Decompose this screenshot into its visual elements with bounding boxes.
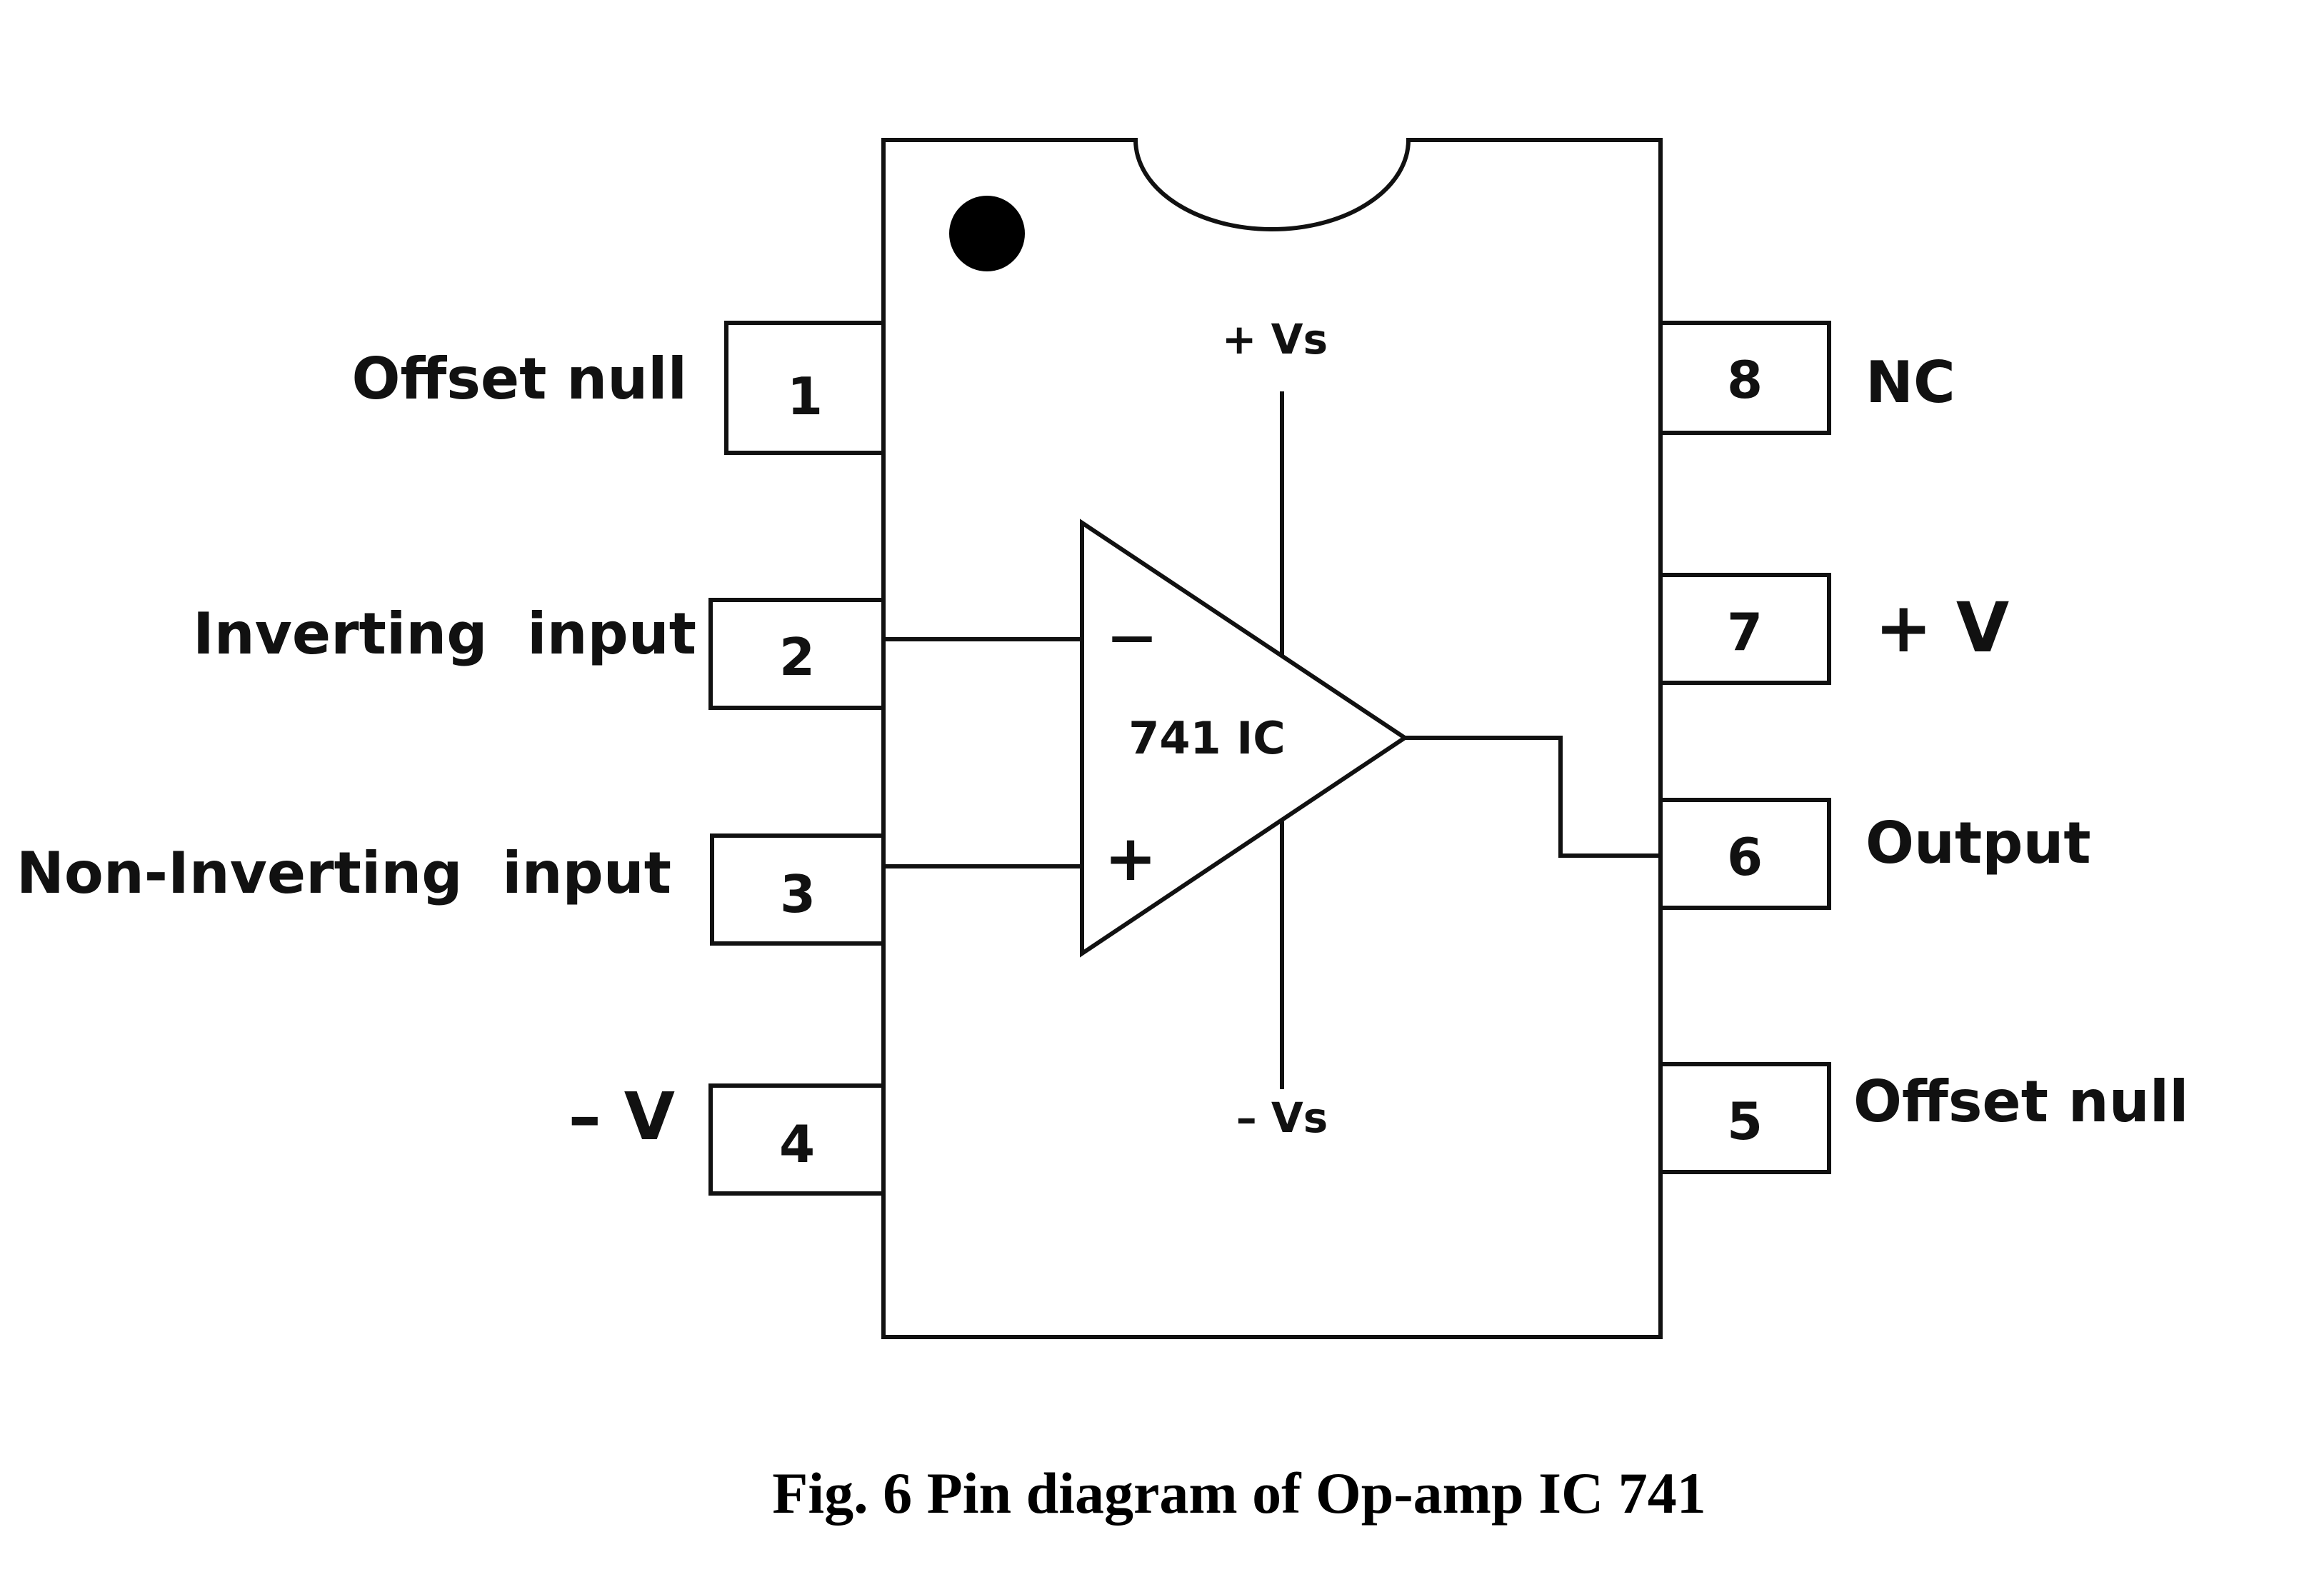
pin-2-label: Inverting input [193,601,696,667]
pin-8-box [1658,321,1831,435]
noninverting-symbol: + [1104,821,1157,895]
pin-1-number: 1 [787,366,823,426]
ic-body [881,138,1663,1339]
pin-7-label: + V [1875,588,2009,668]
op-amp-triangle [1080,519,1409,958]
pin-6-number: 6 [1727,827,1763,887]
pin1-indicator-dot [949,196,1025,271]
pin-4-label: – V [569,1078,675,1155]
pin-5-number: 5 [1727,1091,1763,1151]
positive-supply-label: + Vs [1222,315,1328,364]
output-wire [1405,736,1661,858]
inverting-symbol: — [1110,610,1154,662]
ic-name-label: 741 IC [1128,712,1286,764]
pin-1-label: Offset null [351,346,687,412]
pin-8-label: NC [1865,349,1955,416]
pin-3-number: 3 [780,864,816,924]
pin-2-box [708,598,886,710]
pin-4-number: 4 [779,1114,815,1174]
pin-3-box [710,833,886,946]
pin-1-box [724,321,886,455]
pin-4-box [708,1083,886,1196]
pin-7-box [1658,573,1831,685]
pin-2-number: 2 [779,627,815,687]
pin-8-number: 8 [1727,350,1763,410]
negative-supply-label: – Vs [1236,1093,1328,1142]
pin-5-box [1658,1062,1831,1174]
pin-6-label: Output [1865,810,2091,876]
pin-5-label: Offset null [1853,1068,2189,1135]
pin-7-number: 7 [1727,602,1763,662]
pin-3-label: Non-Inverting input [16,840,671,906]
figure-caption: Fig. 6 Pin diagram of Op-amp IC 741 [772,1461,1706,1526]
